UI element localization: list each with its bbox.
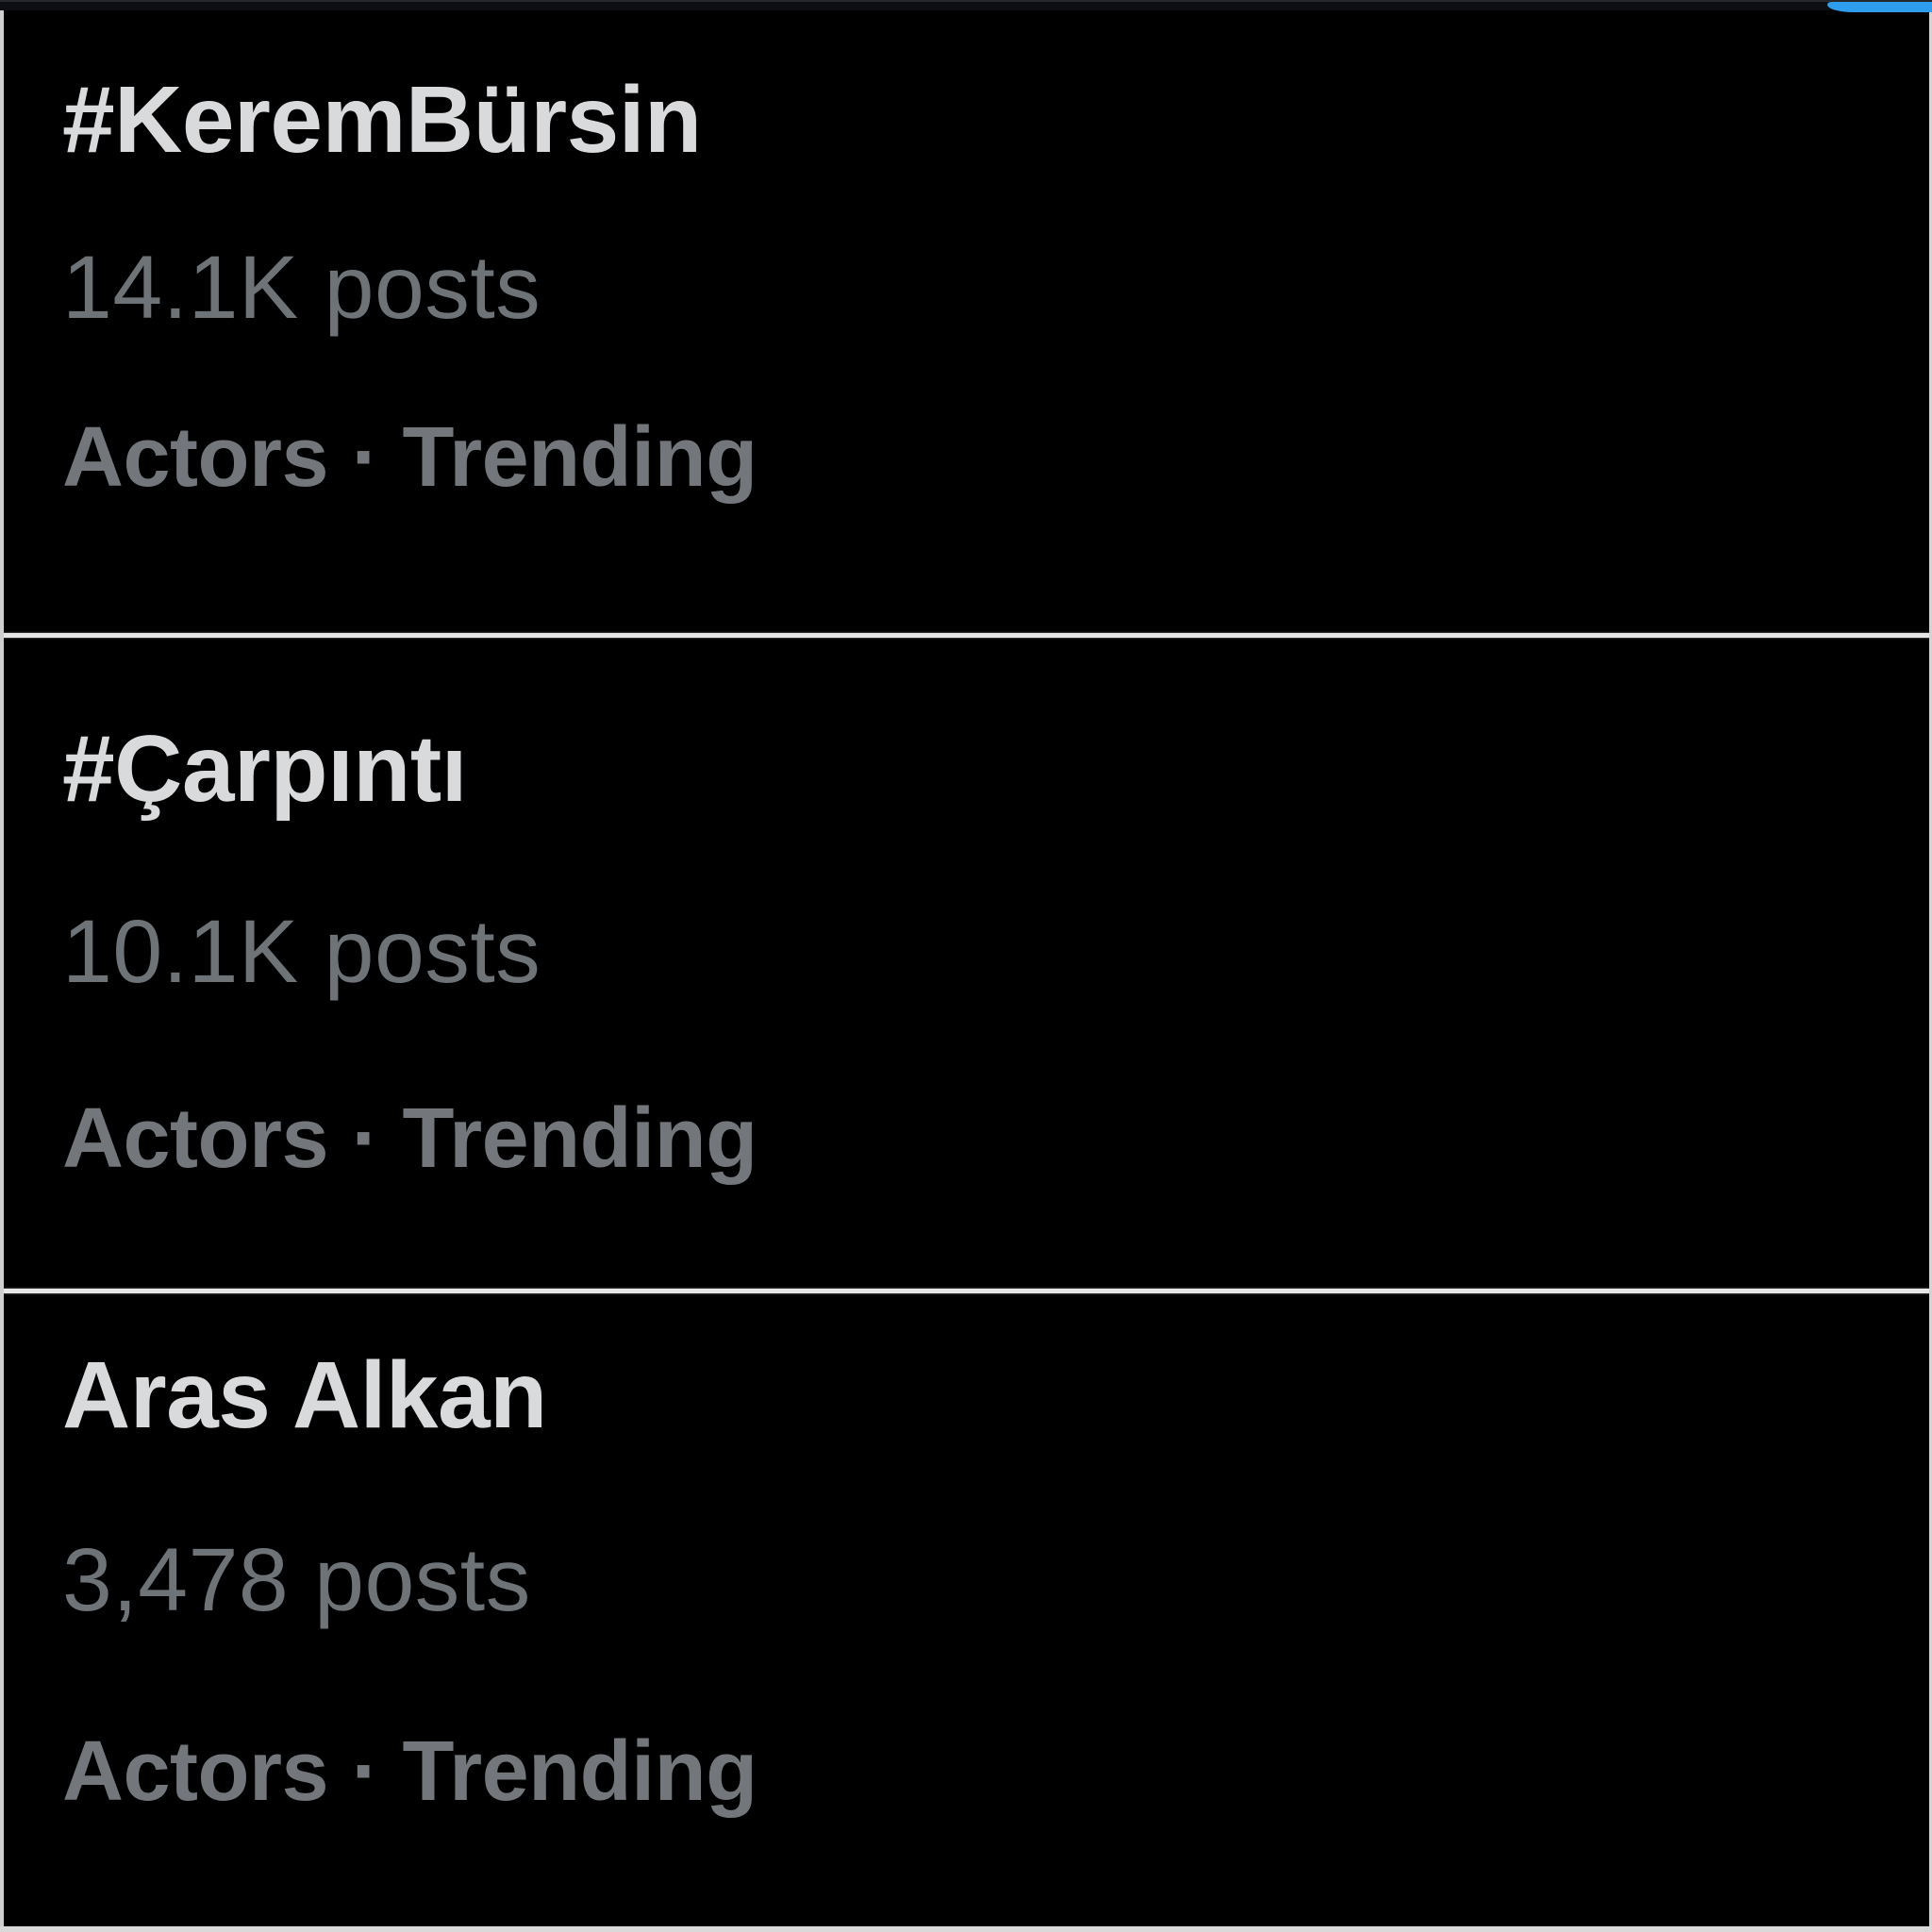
trend-post-count: 10.1K posts: [62, 902, 541, 1002]
frame-border-left: [0, 10, 4, 1932]
frame-border-right: [1929, 10, 1932, 1932]
trend-post-count: 14.1K posts: [62, 238, 541, 338]
trend-item-kerembursin[interactable]: #KeremBürsin 14.1K posts Actors · Trendi…: [4, 10, 1929, 633]
trend-item-aras-alkan[interactable]: Aras Alkan 3,478 posts Actors · Trending: [4, 1293, 1929, 1926]
trend-item-carpinti[interactable]: #Çarpıntı 10.1K posts Actors · Trending: [4, 638, 1929, 1289]
trend-category: Actors · Trending: [62, 1724, 758, 1819]
cell-separator: [0, 633, 1932, 638]
trend-post-count: 3,478 posts: [62, 1530, 531, 1630]
trend-title: #Çarpıntı: [62, 716, 467, 822]
trend-title: Aras Alkan: [62, 1342, 547, 1448]
trend-category: Actors · Trending: [62, 1091, 758, 1186]
frame-border-bottom: [0, 1926, 1932, 1932]
scrollbar-thumb[interactable]: [1827, 2, 1932, 12]
trend-title: #KeremBürsin: [62, 67, 702, 173]
top-edge-bar: [0, 0, 1932, 12]
cell-separator: [0, 1289, 1932, 1293]
trend-category: Actors · Trending: [62, 410, 758, 505]
